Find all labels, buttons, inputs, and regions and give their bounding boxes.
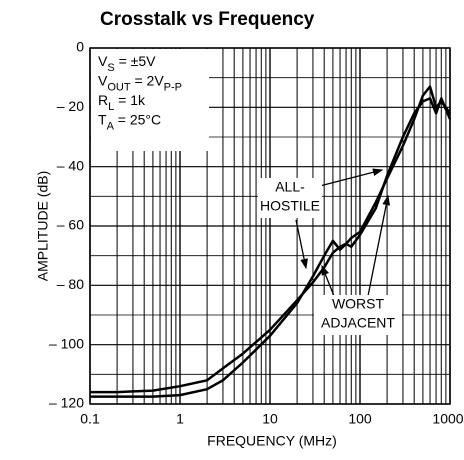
y-tick-label: – 20 (57, 98, 84, 114)
x-tick-label: 100 (348, 411, 372, 427)
line (90, 85, 452, 394)
y-tick-label: – 60 (57, 217, 84, 233)
annotation: ADJACENT (321, 315, 395, 331)
y-tick-label: – 120 (49, 395, 84, 411)
condition-part: V (98, 53, 108, 69)
condition-part: T (98, 111, 107, 127)
y-tick-label: 0 (76, 39, 84, 55)
annotation: ALL- (275, 179, 305, 195)
y-tick-label: – 100 (49, 335, 84, 351)
condition-part: S (107, 62, 114, 74)
condition: VS = ±5V (98, 53, 156, 74)
condition-part: A (107, 120, 115, 132)
annotation: HOSTILE (260, 198, 320, 214)
chart-title: Crosstalk vs Frequency (100, 9, 315, 30)
condition-part: = 25°C (114, 111, 161, 127)
x-tick-label: 1000 (432, 411, 463, 427)
condition-part: OUT (107, 81, 131, 93)
condition-part: = 2V (131, 72, 165, 88)
arrow (311, 168, 384, 189)
x-axis-label: FREQUENCY (MHz) (207, 433, 337, 449)
x-tick-label: 0.1 (80, 411, 100, 427)
arrow (295, 219, 308, 270)
condition-part: = 1k (114, 92, 146, 108)
annotation-bg (314, 295, 402, 335)
y-axis-label: AMPLITUDE (dB) (35, 171, 51, 281)
annotation-bg (258, 178, 322, 218)
x-tick-label: 1 (176, 411, 184, 427)
condition-part: L (108, 101, 114, 113)
annotation: WORST (332, 296, 385, 312)
condition-part: R (98, 92, 108, 108)
plot-frame (89, 47, 451, 405)
condition-part: = ±5V (115, 53, 156, 69)
arrow (321, 264, 335, 297)
condition-part: P-P (164, 81, 182, 93)
y-tick-label: – 40 (57, 157, 84, 173)
arrow (367, 194, 391, 297)
y-tick-label: – 80 (57, 276, 84, 292)
condition: VOUT = 2VP-P (98, 72, 182, 93)
condition: RL = 1k (98, 92, 146, 113)
x-tick-label: 10 (262, 411, 278, 427)
conditions-box (91, 49, 209, 151)
condition: TA = 25°C (98, 111, 161, 132)
line (90, 97, 452, 398)
condition-part: V (98, 72, 108, 88)
